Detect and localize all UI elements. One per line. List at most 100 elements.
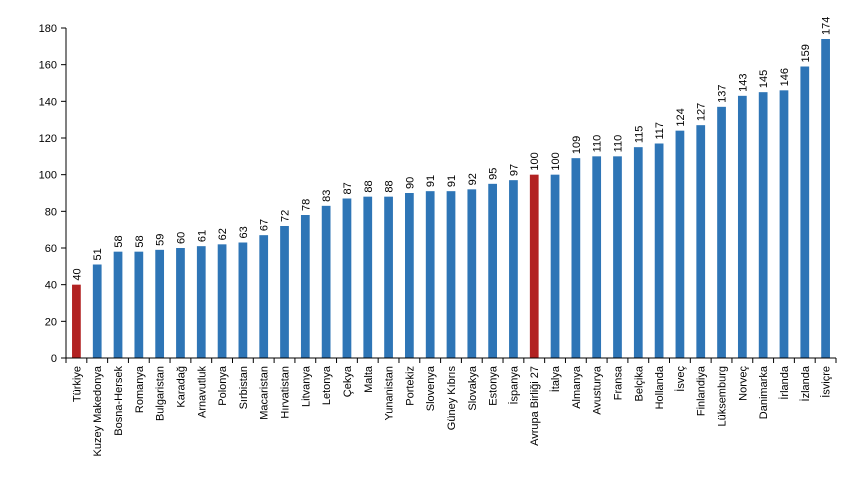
x-tick-label: Arnavutluk xyxy=(196,366,208,418)
y-axis: 0 20 40 60 80 100 120 140 160 180 xyxy=(39,23,67,365)
x-tick-label: Fransa xyxy=(612,365,624,400)
data-label: 110 xyxy=(592,135,604,153)
data-label: 100 xyxy=(529,152,541,170)
y-tick-label: 60 xyxy=(45,243,57,255)
x-tick-label: Avrupa Birliği 27 xyxy=(529,366,541,446)
x-tick-label: Güney Kıbrıs xyxy=(446,366,458,431)
bar xyxy=(217,244,227,358)
data-label: 145 xyxy=(758,70,770,88)
y-tick-label: 120 xyxy=(39,133,57,145)
data-label: 87 xyxy=(342,182,354,194)
x-tick-label: İsveç xyxy=(674,366,687,392)
data-label: 174 xyxy=(821,17,833,35)
bar xyxy=(675,130,685,358)
bar xyxy=(509,180,518,358)
bar xyxy=(134,251,144,358)
x-tick-label: Hollanda xyxy=(654,365,666,409)
x-tick-label: Belçika xyxy=(633,365,645,401)
x-tick-label: Finlandiya xyxy=(696,365,708,416)
x-tick-label: Danimarka xyxy=(758,365,770,419)
data-label: 109 xyxy=(571,136,583,154)
bar xyxy=(196,246,206,358)
bar xyxy=(613,156,622,358)
bars xyxy=(72,39,830,359)
data-label: 97 xyxy=(508,164,520,176)
bar xyxy=(363,196,373,358)
data-label: 127 xyxy=(696,103,708,121)
data-labels: 40 51 58 58 59 60 61 62 63 67 72 78 83 87 88 88 90 91 91 92… xyxy=(71,17,832,281)
x-tick-label: Lüksemburg xyxy=(717,366,729,427)
bar xyxy=(800,66,810,358)
x-tick-label: Avusturya xyxy=(592,365,604,415)
x-tick-label: Almanya xyxy=(571,365,583,409)
x-tick-label: Kuzey Makedonya xyxy=(92,365,104,456)
x-tick-label: İrlanda xyxy=(778,365,791,400)
data-label: 88 xyxy=(384,180,396,192)
bar xyxy=(821,39,830,358)
bar xyxy=(405,193,414,358)
bar xyxy=(155,249,165,358)
x-tick-label: Çekya xyxy=(342,365,354,397)
data-label: 72 xyxy=(280,210,292,222)
x-tick-label: Bulgaristan xyxy=(155,366,167,421)
bar xyxy=(92,264,102,358)
data-label: 91 xyxy=(425,175,437,187)
bar xyxy=(737,95,747,358)
y-tick-label: 180 xyxy=(39,23,57,35)
x-tick-label: İspanya xyxy=(507,365,520,404)
bar xyxy=(280,226,289,358)
x-axis: Türkiye Kuzey Makedonya Bosna-Hersek Romany… xyxy=(65,357,837,457)
data-label: 60 xyxy=(175,232,187,244)
bar xyxy=(571,158,581,358)
data-label: 88 xyxy=(363,180,375,192)
data-label: 83 xyxy=(321,190,333,202)
x-tick-label: Portekiz xyxy=(404,366,416,406)
data-label: 40 xyxy=(71,268,83,280)
data-label: 95 xyxy=(488,168,500,180)
x-tick-label: Bosna-Hersek xyxy=(113,366,125,436)
data-label: 51 xyxy=(92,248,104,260)
data-label: 59 xyxy=(155,234,167,246)
x-tick-label: Türkiye xyxy=(71,366,83,402)
data-label: 67 xyxy=(259,219,271,231)
x-tick-label: Romanya xyxy=(134,365,146,413)
x-tick-label: Hırvatistan xyxy=(280,366,292,419)
data-label: 143 xyxy=(737,73,749,91)
bar xyxy=(259,235,269,358)
data-label: 100 xyxy=(550,152,562,170)
data-label: 58 xyxy=(113,235,125,247)
bar xyxy=(779,90,789,358)
x-tick-label: Slovenya xyxy=(425,365,437,411)
bar xyxy=(425,191,435,358)
y-tick-label: 20 xyxy=(45,316,57,328)
data-label: 115 xyxy=(633,126,645,144)
bar xyxy=(300,215,310,358)
x-tick-label: Estonya xyxy=(488,365,500,406)
y-tick-label: 100 xyxy=(39,170,57,182)
bar xyxy=(446,191,456,358)
bar xyxy=(592,156,602,358)
x-tick-label: Polonya xyxy=(217,365,229,406)
y-tick-label: 140 xyxy=(39,96,57,108)
x-tick-label: Macaristan xyxy=(259,366,271,420)
y-tick-label: 0 xyxy=(51,353,57,365)
x-tick-label: İsviçre xyxy=(820,366,833,398)
data-label: 61 xyxy=(196,230,208,242)
data-label: 92 xyxy=(467,173,479,185)
bar xyxy=(529,174,539,358)
bar xyxy=(321,205,331,358)
data-label: 124 xyxy=(675,108,687,126)
data-label: 159 xyxy=(800,44,812,62)
bar xyxy=(384,196,393,358)
x-tick-label: Malta xyxy=(363,365,375,393)
x-tick-label: Sırbistan xyxy=(238,366,250,409)
bar xyxy=(633,147,643,358)
x-tick-label: İtalya xyxy=(549,365,562,392)
data-label: 62 xyxy=(217,228,229,240)
x-tick-label: Karadağ xyxy=(175,366,187,408)
data-label: 63 xyxy=(238,226,250,238)
bar xyxy=(467,189,477,358)
bar xyxy=(342,198,352,358)
bar xyxy=(654,143,664,358)
